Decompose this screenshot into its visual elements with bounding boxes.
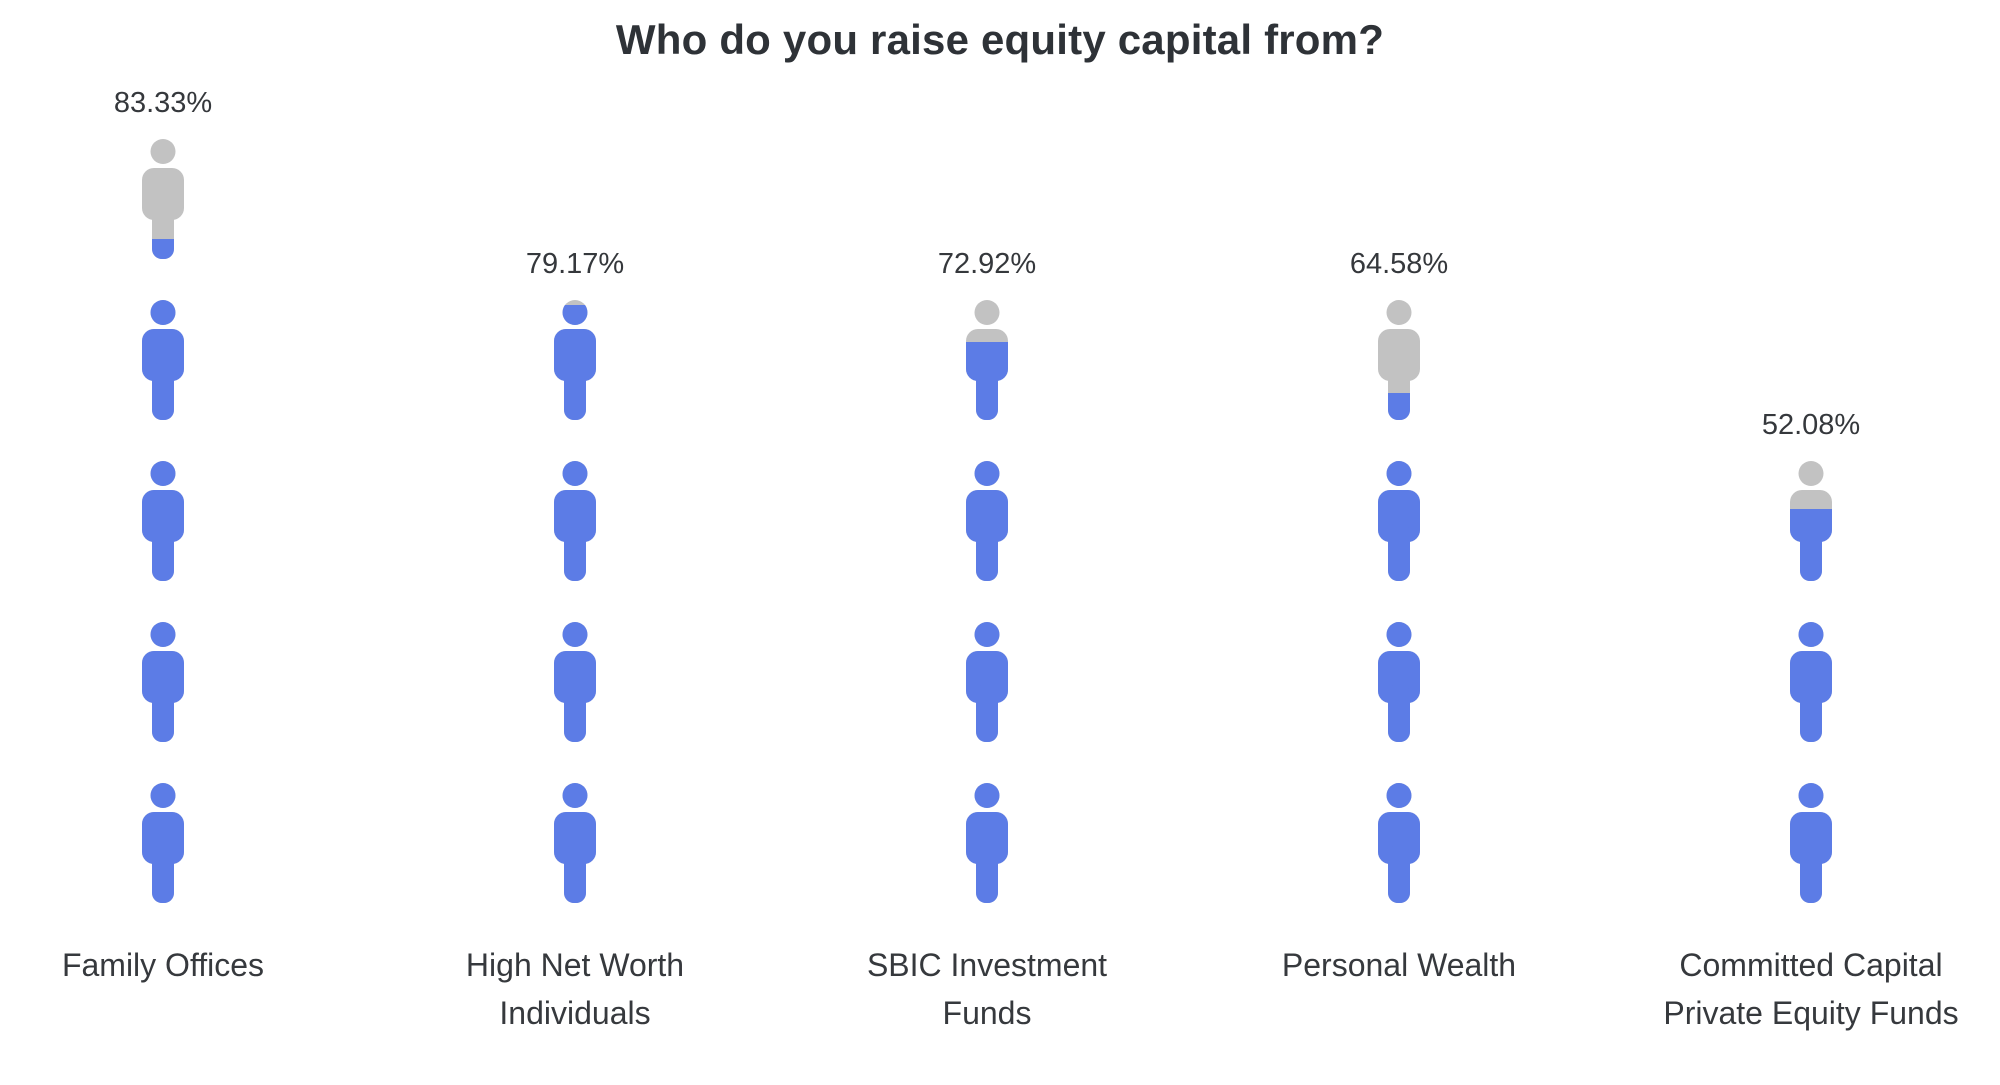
person-icon-fill — [1789, 508, 1832, 581]
person-icon-fill — [141, 622, 184, 742]
chart-columns: 83.33% Family Offices 79.17% High Net Worth… — [0, 68, 2000, 1037]
person-icon — [141, 461, 184, 581]
person-icon-fill — [1377, 461, 1420, 581]
person-icon — [141, 783, 184, 903]
value-label: 79.17% — [525, 248, 625, 280]
person-icon — [553, 783, 596, 903]
person-icon-fill — [141, 783, 184, 903]
category-label: Personal Wealth — [1281, 947, 1517, 983]
person-icon — [553, 461, 596, 581]
category-label: Committed Capital Private Equity Funds — [1663, 947, 1959, 1031]
value-label: 52.08% — [1761, 409, 1861, 441]
person-icon — [1789, 783, 1832, 903]
person-icon-fill — [553, 304, 596, 420]
person-icon — [1377, 783, 1420, 903]
value-label: 72.92% — [937, 248, 1037, 280]
person-icon — [965, 300, 1008, 420]
person-icon-fill — [965, 342, 1008, 420]
person-icon-fill — [142, 239, 184, 259]
person-icon — [1377, 300, 1420, 420]
pictogram-column: 64.58% Personal Wealth — [1193, 68, 1605, 1037]
person-icon — [965, 461, 1008, 581]
person-icon-fill — [1789, 783, 1832, 903]
category-label: SBIC Investment Funds — [866, 947, 1108, 1031]
person-icon — [553, 300, 596, 420]
value-label: 64.58% — [1349, 248, 1449, 280]
person-icon-fill — [1377, 783, 1420, 903]
person-icon-fill — [965, 622, 1008, 742]
person-icon-fill — [553, 783, 596, 903]
person-icon-fill — [141, 461, 184, 581]
person-icon — [1377, 461, 1420, 581]
person-icon-fill — [553, 461, 596, 581]
person-icon-fill — [965, 461, 1008, 581]
person-icon — [1789, 622, 1832, 742]
person-icon-fill — [1789, 622, 1832, 742]
person-icon-fill — [1377, 622, 1420, 742]
pictogram-chart: Who do you raise equity capital from? 83… — [0, 12, 2000, 1037]
person-icon — [965, 622, 1008, 742]
pictogram-column: 72.92% SBIC Investment Funds — [781, 68, 1193, 1037]
person-icon — [141, 300, 184, 420]
value-label: 83.33% — [113, 87, 213, 119]
pictogram-column: 79.17% High Net Worth Individuals — [369, 68, 781, 1037]
person-icon — [553, 622, 596, 742]
person-icon-fill — [141, 300, 184, 420]
category-label: Family Offices — [61, 947, 265, 983]
icon-stack: 83.33% — [114, 68, 212, 903]
person-icon — [1789, 461, 1832, 581]
person-icon-fill — [1378, 392, 1420, 420]
icon-stack: 72.92% — [938, 68, 1036, 903]
person-icon — [141, 622, 184, 742]
person-icon-fill — [553, 622, 596, 742]
person-icon — [965, 783, 1008, 903]
icon-stack: 64.58% — [1350, 68, 1448, 903]
chart-title: Who do you raise equity capital from? — [615, 16, 1385, 63]
icon-stack: 79.17% — [526, 68, 624, 903]
person-icon — [1377, 622, 1420, 742]
pictogram-column: 52.08% Committed Capital Private Equity F… — [1605, 68, 2000, 1037]
pictogram-column: 83.33% Family Offices — [0, 68, 369, 1037]
person-icon — [141, 139, 184, 259]
person-icon-fill — [965, 783, 1008, 903]
icon-stack: 52.08% — [1762, 68, 1860, 903]
category-label: High Net Worth Individuals — [465, 947, 685, 1031]
